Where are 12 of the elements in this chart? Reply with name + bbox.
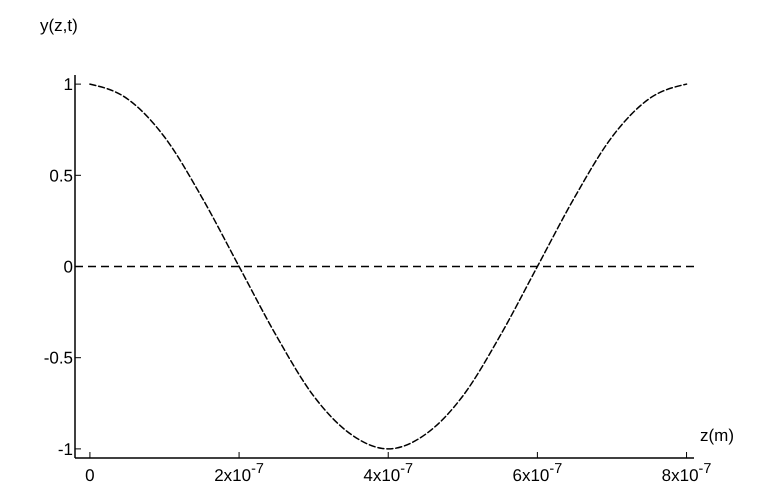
x-tick-label: 8x10$^{-7}$ — [662, 461, 712, 485]
x-tick-label: 0 — [85, 466, 95, 485]
x-tick-label: 4x10$^{-7}$ — [363, 461, 414, 485]
y-tick-label: 0 — [64, 258, 73, 276]
y-tick-label: 0.5 — [49, 166, 73, 186]
x-tick-label: 2x10$^{-7}$ — [214, 461, 264, 485]
x-tick-label: 6x10$^{-7}$ — [512, 461, 562, 485]
y-tick-label: -0.5 — [44, 348, 73, 368]
x-axis-title: z(m) — [700, 426, 734, 446]
y-tick-label: -1 — [58, 440, 73, 459]
y-tick-label: 1 — [64, 75, 73, 94]
y-axis-title: y(z,t) — [40, 16, 78, 36]
